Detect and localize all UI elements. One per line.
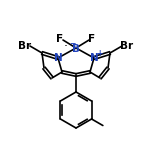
Text: Br: Br (120, 41, 134, 51)
Text: +: + (96, 48, 102, 57)
Text: −: − (69, 40, 75, 48)
Text: B: B (72, 44, 80, 54)
Text: N: N (54, 53, 62, 63)
Text: F: F (56, 34, 64, 44)
Text: Br: Br (18, 41, 32, 51)
Text: N: N (90, 53, 98, 63)
Text: .: . (64, 36, 68, 48)
Text: F: F (88, 34, 96, 44)
